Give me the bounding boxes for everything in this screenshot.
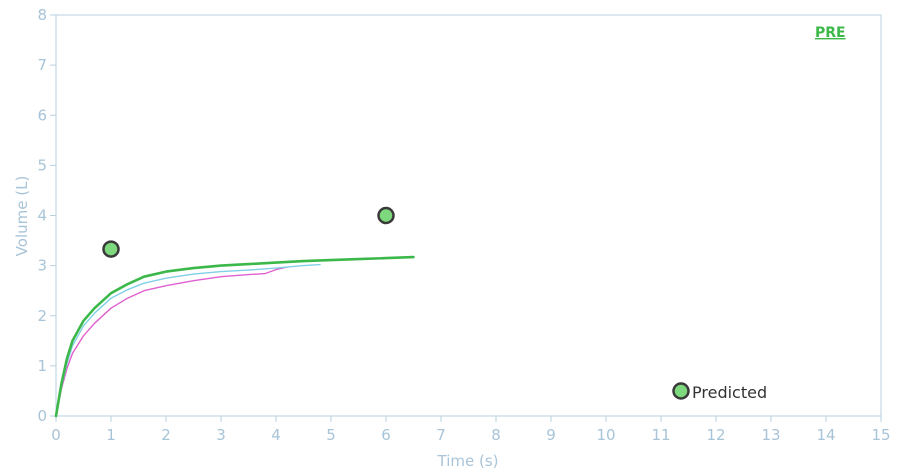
x-tick-label: 6	[381, 426, 391, 444]
x-tick-label: 4	[271, 426, 281, 444]
x-tick-label: 3	[216, 426, 226, 444]
x-tick-label: 5	[326, 426, 336, 444]
x-axis-ticks: 0 1 2 3 4 5 6 7 8 9 10 11 12 13 14 15	[51, 416, 891, 444]
x-tick-label: 12	[706, 426, 725, 444]
legend-predicted-marker	[672, 382, 690, 400]
y-axis-ticks: 0 1 2 3 4 5 6 7 8	[37, 6, 56, 425]
plot-frame	[55, 14, 882, 417]
x-tick-label: 0	[51, 426, 61, 444]
x-tick-label: 11	[651, 426, 670, 444]
predicted-points	[102, 206, 395, 258]
y-tick-label: 8	[37, 6, 47, 24]
pre-tag: PRE	[815, 25, 846, 41]
x-tick-label: 9	[546, 426, 556, 444]
y-tick-label: 7	[37, 56, 47, 74]
x-tick-label: 2	[161, 426, 171, 444]
y-tick-label: 4	[37, 207, 47, 225]
legend: Predicted	[672, 382, 767, 402]
y-axis-title: Volume (L)	[13, 176, 31, 257]
series-line-3	[54, 255, 415, 418]
legend-predicted-label: Predicted	[692, 383, 767, 402]
chart-axes	[55, 14, 882, 417]
predicted-point	[377, 206, 395, 225]
x-tick-label: 1	[106, 426, 116, 444]
y-tick-label: 6	[37, 106, 47, 124]
y-tick-label: 0	[37, 407, 47, 425]
x-tick-label: 7	[436, 426, 446, 444]
x-tick-label: 8	[491, 426, 501, 444]
y-tick-label: 1	[37, 357, 47, 375]
y-tick-label: 5	[37, 156, 47, 174]
x-tick-label: 15	[871, 426, 890, 444]
series-line-2	[55, 263, 321, 417]
x-axis-title: Time (s)	[437, 452, 499, 470]
predicted-point	[102, 240, 120, 258]
x-tick-label: 10	[596, 426, 615, 444]
y-tick-label: 3	[37, 257, 47, 275]
y-tick-label: 2	[37, 307, 47, 325]
series-lines	[54, 255, 415, 418]
series-line-1	[55, 266, 288, 417]
x-tick-label: 13	[761, 426, 780, 444]
x-tick-label: 14	[816, 426, 835, 444]
